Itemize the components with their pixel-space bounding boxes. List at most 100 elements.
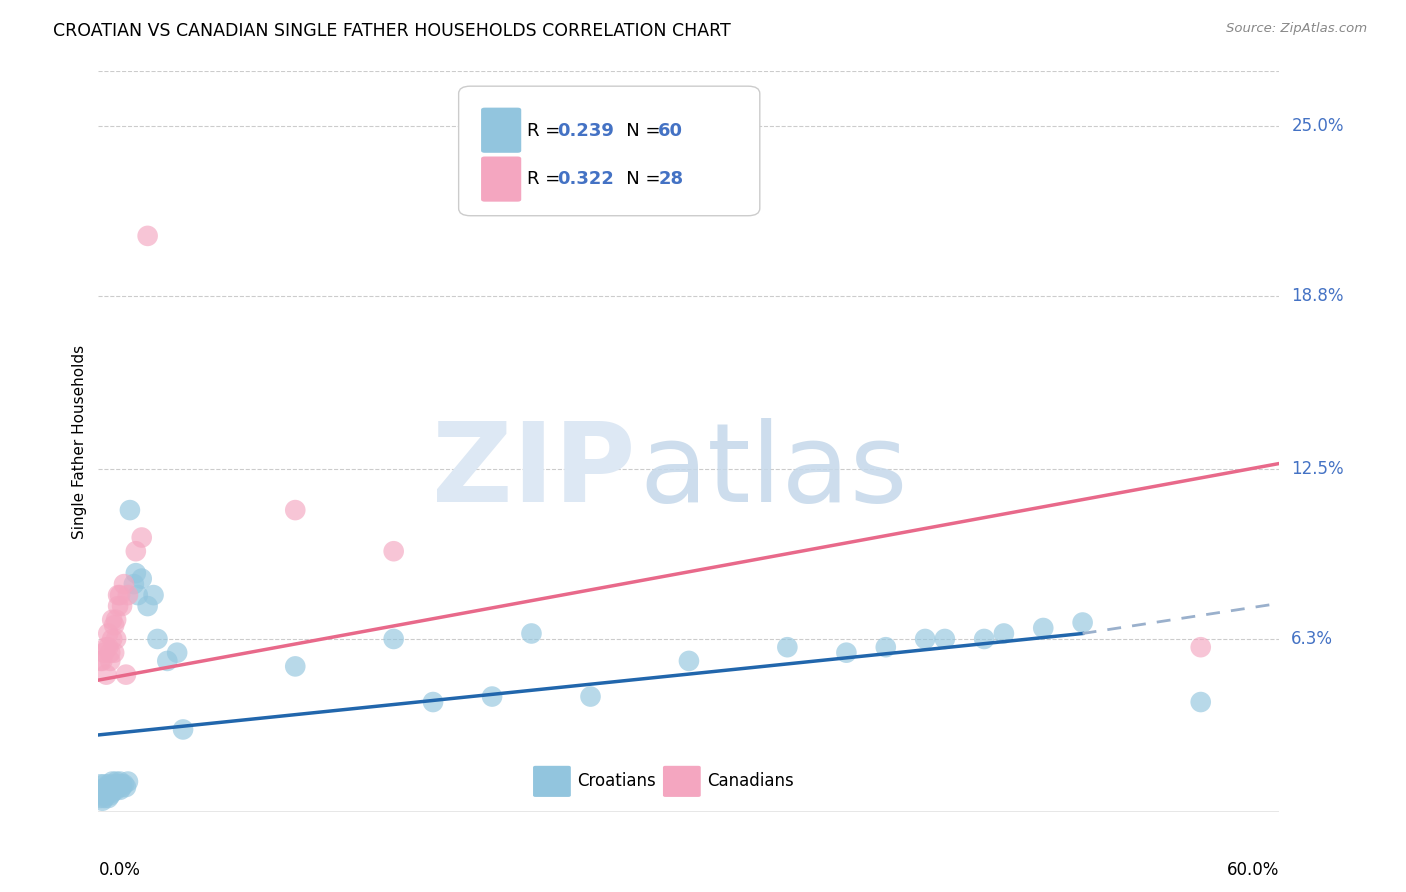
Point	[101, 774, 124, 789]
Point	[1189, 640, 1212, 655]
Point	[678, 654, 700, 668]
FancyBboxPatch shape	[458, 87, 759, 216]
Point	[125, 566, 148, 581]
Point	[111, 777, 134, 791]
Point	[835, 646, 858, 660]
Point	[1032, 621, 1054, 635]
Text: Source: ZipAtlas.com: Source: ZipAtlas.com	[1226, 22, 1367, 36]
Point	[284, 503, 307, 517]
Point	[875, 640, 897, 655]
Point	[101, 613, 124, 627]
FancyBboxPatch shape	[481, 156, 522, 202]
Text: Canadians: Canadians	[707, 772, 793, 790]
Text: R =: R =	[527, 170, 567, 188]
Point	[127, 588, 149, 602]
Point	[98, 789, 121, 803]
Point	[96, 785, 118, 799]
FancyBboxPatch shape	[664, 766, 700, 797]
Point	[91, 654, 114, 668]
Point	[142, 588, 165, 602]
Text: 0.322: 0.322	[557, 170, 613, 188]
Point	[422, 695, 444, 709]
Point	[89, 654, 111, 668]
FancyBboxPatch shape	[533, 766, 571, 797]
Point	[96, 780, 118, 794]
Point	[98, 780, 121, 794]
Point	[131, 531, 153, 545]
Y-axis label: Single Father Households: Single Father Households	[72, 344, 87, 539]
Point	[111, 780, 134, 794]
Point	[97, 791, 120, 805]
Point	[98, 646, 121, 660]
Point	[91, 789, 114, 803]
Text: CROATIAN VS CANADIAN SINGLE FATHER HOUSEHOLDS CORRELATION CHART: CROATIAN VS CANADIAN SINGLE FATHER HOUSE…	[53, 22, 731, 40]
Point	[117, 774, 139, 789]
Point	[112, 777, 135, 791]
Text: 60: 60	[658, 121, 683, 139]
Text: ZIP: ZIP	[433, 417, 636, 524]
Point	[91, 794, 114, 808]
Point	[172, 723, 194, 737]
Point	[93, 777, 115, 791]
Point	[108, 782, 131, 797]
Point	[107, 777, 129, 791]
Point	[105, 774, 128, 789]
Point	[111, 599, 134, 613]
Text: 12.5%: 12.5%	[1291, 460, 1344, 478]
Point	[97, 640, 120, 655]
Point	[776, 640, 799, 655]
Point	[993, 626, 1015, 640]
Point	[914, 632, 936, 646]
Point	[520, 626, 543, 640]
Text: 6.3%: 6.3%	[1291, 630, 1333, 648]
Point	[973, 632, 995, 646]
Point	[117, 588, 139, 602]
Point	[105, 782, 128, 797]
Text: 25.0%: 25.0%	[1291, 117, 1344, 136]
Point	[156, 654, 179, 668]
Point	[136, 599, 159, 613]
Point	[96, 667, 118, 681]
Point	[112, 577, 135, 591]
Point	[105, 613, 128, 627]
Point	[122, 577, 145, 591]
Point	[481, 690, 503, 704]
Point	[125, 544, 148, 558]
Point	[115, 780, 138, 794]
Text: atlas: atlas	[640, 417, 908, 524]
Point	[108, 774, 131, 789]
Point	[107, 780, 129, 794]
Point	[1071, 615, 1094, 630]
Text: 0.0%: 0.0%	[98, 861, 141, 880]
Point	[91, 785, 114, 799]
Text: 60.0%: 60.0%	[1227, 861, 1279, 880]
Point	[96, 789, 118, 803]
Point	[107, 599, 129, 613]
Text: 18.8%: 18.8%	[1291, 287, 1344, 305]
Point	[101, 632, 124, 646]
Point	[579, 690, 602, 704]
Point	[103, 780, 125, 794]
Point	[101, 785, 124, 799]
Text: R =: R =	[527, 121, 567, 139]
Point	[146, 632, 169, 646]
Point	[89, 782, 111, 797]
Point	[89, 791, 111, 805]
Text: 28: 28	[658, 170, 683, 188]
Point	[93, 791, 115, 805]
FancyBboxPatch shape	[481, 108, 522, 153]
Point	[93, 782, 115, 797]
Point	[89, 777, 111, 791]
Point	[118, 503, 141, 517]
Point	[101, 782, 124, 797]
Point	[107, 588, 129, 602]
Point	[103, 777, 125, 791]
Point	[103, 646, 125, 660]
Point	[382, 544, 405, 558]
Point	[284, 659, 307, 673]
Text: N =: N =	[609, 121, 666, 139]
Point	[131, 572, 153, 586]
Point	[96, 640, 118, 655]
Point	[115, 667, 138, 681]
Point	[934, 632, 956, 646]
